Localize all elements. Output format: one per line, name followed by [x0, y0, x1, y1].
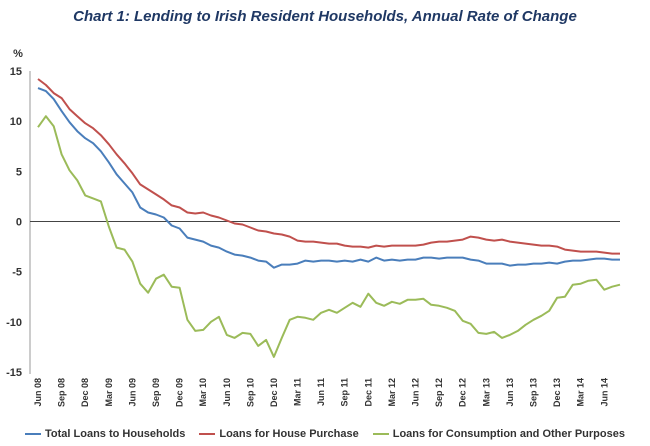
x-tick-label: Jun 10	[222, 378, 232, 407]
legend-label-consumption: Loans for Consumption and Other Purposes	[392, 428, 625, 440]
legend-item-house: Loans for House Purchase	[199, 425, 359, 443]
legend-swatch-house	[199, 433, 216, 435]
y-tick-label: 15	[10, 66, 22, 78]
x-tick-label: Sep 10	[245, 378, 255, 407]
y-ticks: 15 10 5 0 -5 -10 -15	[6, 66, 22, 379]
legend-swatch-total	[25, 433, 41, 435]
x-tick-label: Sep 12	[434, 378, 444, 407]
x-tick-label: Jun 08	[33, 378, 43, 407]
x-tick-label: Sep 09	[151, 378, 161, 407]
y-tick-label: 0	[16, 217, 22, 229]
x-tick-label: Jun 12	[411, 378, 421, 407]
x-tick-label: Mar 09	[104, 378, 114, 407]
x-tick-label: Mar 10	[198, 378, 208, 407]
legend-item-total: Total Loans to Households	[25, 425, 185, 443]
x-tick-label: Dec 08	[80, 378, 90, 407]
y-tick-label: 10	[10, 116, 22, 128]
legend-item-consumption: Loans for Consumption and Other Purposes	[372, 425, 625, 443]
x-tick-label: Jun 14	[599, 378, 609, 407]
x-tick-label: Sep 11	[340, 378, 350, 407]
x-tick-label: Dec 11	[363, 378, 373, 407]
legend: Total Loans to Households Loans for Hous…	[0, 425, 650, 443]
x-tick-label: Dec 10	[269, 378, 279, 407]
y-tick-label: -5	[12, 267, 22, 279]
series-line-consumption	[37, 115, 621, 358]
y-axis-unit-label: %	[13, 48, 23, 60]
y-tick-label: 5	[16, 166, 22, 178]
series-lines	[37, 78, 621, 358]
x-tick-label: Dec 09	[175, 378, 185, 407]
chart-title: Chart 1: Lending to Irish Resident House…	[73, 8, 577, 25]
y-tick-label: -10	[6, 317, 22, 329]
x-tick-label: Jun 11	[316, 378, 326, 406]
x-tick-label: Sep 13	[528, 378, 538, 407]
x-tick-label: Mar 13	[481, 378, 491, 407]
x-tick-label: Dec 12	[458, 378, 468, 407]
x-ticks: Jun 08 Sep 08 Dec 08 Mar 09 Jun 09 Sep 09 Dec …	[33, 378, 609, 407]
x-tick-label: Jun 09	[127, 378, 137, 407]
legend-label-house: Loans for House Purchase	[219, 428, 359, 440]
y-tick-label: -15	[6, 367, 22, 379]
x-tick-label: Sep 08	[57, 378, 67, 407]
series-line-house-purchase	[37, 78, 620, 255]
series-line-total-loans	[37, 87, 620, 269]
x-tick-label: Jun 13	[505, 378, 515, 407]
x-tick-label: Mar 14	[576, 378, 586, 407]
legend-label-total: Total Loans to Households	[45, 428, 186, 440]
x-tick-label: Mar 12	[387, 378, 397, 407]
x-tick-label: Dec 13	[552, 378, 562, 407]
x-tick-label: Mar 11	[293, 378, 303, 406]
legend-swatch-consumption	[372, 433, 389, 435]
